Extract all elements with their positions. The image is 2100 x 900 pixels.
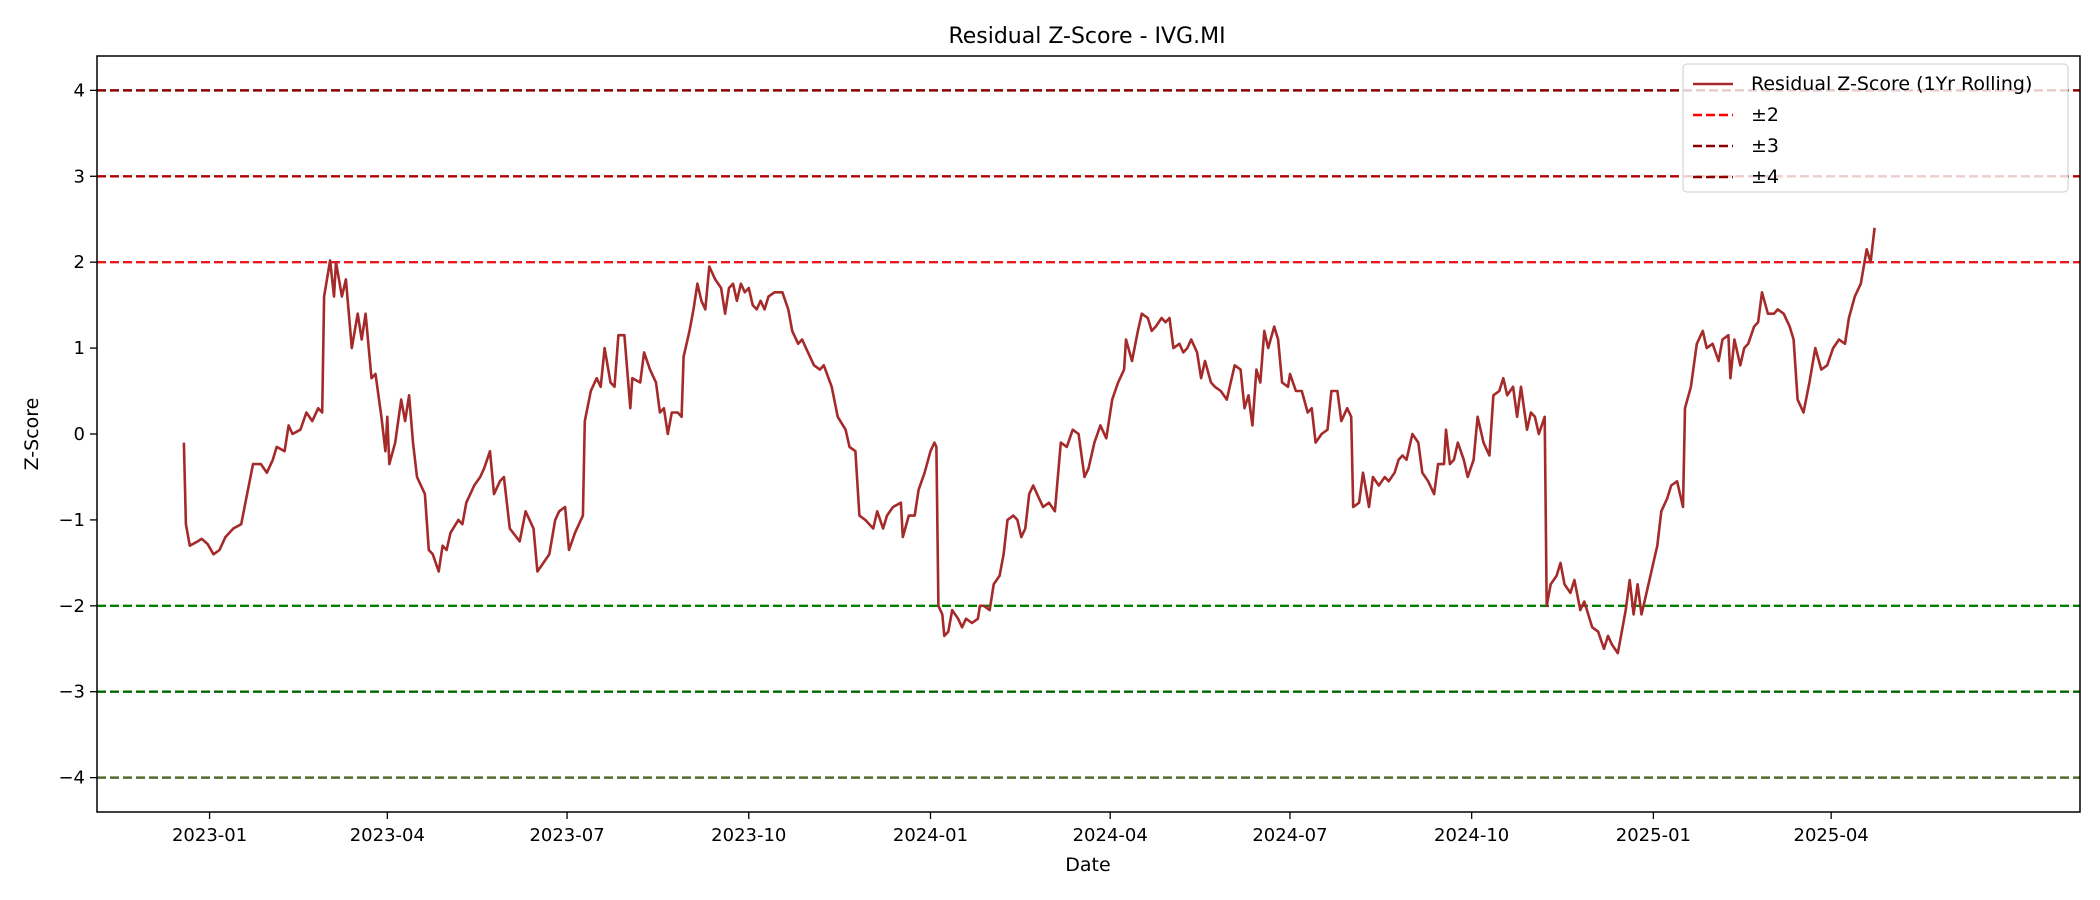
y-tick-label: −2 (58, 596, 85, 617)
y-tick-label: −1 (58, 510, 85, 531)
y-tick-label: −4 (58, 768, 85, 789)
y-tick-label: 2 (74, 252, 85, 273)
legend-label: ±3 (1751, 135, 1779, 157)
x-tick-label: 2023-04 (350, 825, 425, 846)
x-tick-label: 2025-04 (1794, 825, 1869, 846)
x-tick-label: 2023-07 (529, 825, 604, 846)
chart-title: Residual Z-Score - IVG.MI (948, 24, 1225, 49)
y-tick-label: 1 (74, 338, 85, 359)
legend-label: Residual Z-Score (1Yr Rolling) (1751, 73, 2032, 95)
legend-label: ±2 (1751, 104, 1779, 126)
x-tick-label: 2024-04 (1073, 825, 1148, 846)
y-tick-label: 3 (74, 166, 85, 187)
legend: Residual Z-Score (1Yr Rolling) ±2 ±3 ±4 (1682, 63, 2069, 193)
legend-box (1682, 63, 2069, 193)
y-tick-label: 4 (74, 80, 85, 101)
legend-label: ±4 (1751, 166, 1779, 188)
x-tick-label: 2023-10 (711, 825, 786, 846)
x-tick-label: 2024-07 (1252, 825, 1327, 846)
x-tick-label: 2024-10 (1434, 825, 1509, 846)
series-layer (182, 227, 1876, 655)
legend-items: Residual Z-Score (1Yr Rolling) ±2 ±3 ±4 (1693, 73, 2032, 188)
x-tick-label: 2025-01 (1616, 825, 1691, 846)
reference-lines (97, 89, 2080, 779)
y-axis-label: Z-Score (21, 398, 43, 471)
series-line (182, 227, 1876, 655)
y-tick-label: 0 (74, 424, 85, 445)
x-axis-label: Date (1065, 854, 1110, 876)
x-tick-label: 2023-01 (172, 825, 247, 846)
x-tick-label: 2024-01 (893, 825, 968, 846)
y-tick-label: −3 (58, 682, 85, 703)
x-axis-ticks: 2023-01 2023-04 2023-07 2023-10 2024-01 2024-… (172, 812, 1869, 846)
y-axis-ticks: 4 3 2 1 0 −1 −2 −3 −4 (58, 80, 97, 789)
